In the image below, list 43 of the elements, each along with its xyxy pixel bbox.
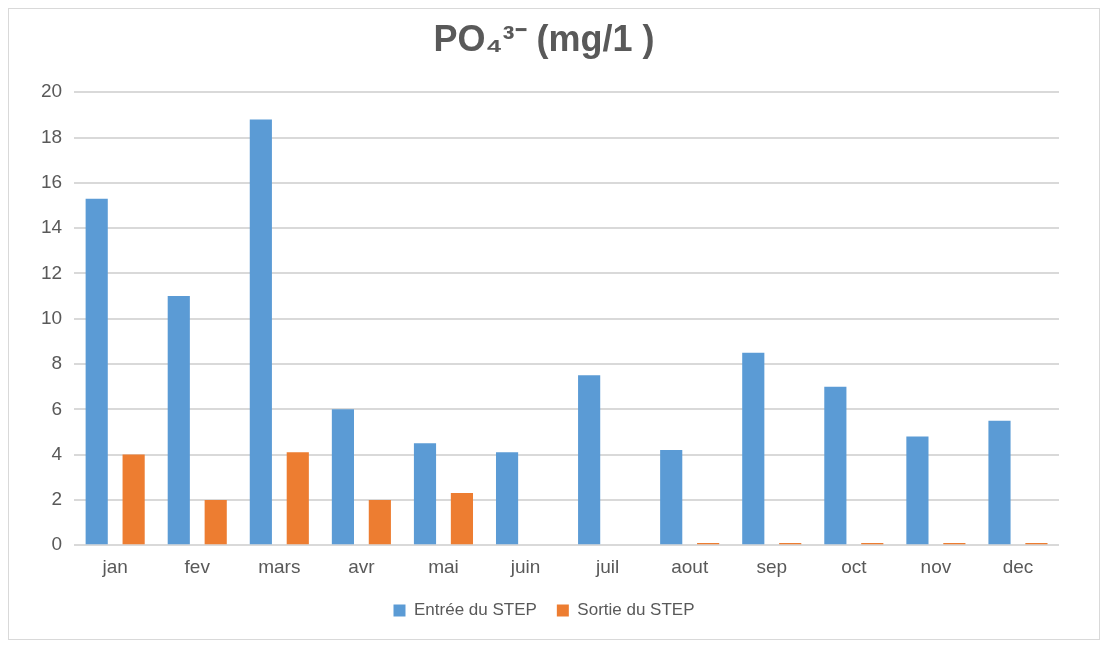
bar xyxy=(413,443,437,545)
x-tick-label: aout xyxy=(671,555,709,577)
y-tick-label: 0 xyxy=(51,533,63,555)
y-tick-label: 8 xyxy=(51,352,63,374)
y-tick-label: 2 xyxy=(51,488,63,510)
x-tick-label: juin xyxy=(509,555,541,577)
y-tick-label: 6 xyxy=(51,397,63,419)
bar xyxy=(578,375,601,545)
bar xyxy=(495,452,519,545)
bar xyxy=(906,436,929,545)
x-tick-label: mars xyxy=(258,555,301,577)
bar xyxy=(824,386,847,545)
bar xyxy=(660,450,683,545)
bar xyxy=(122,454,145,545)
bar xyxy=(204,499,227,545)
x-tick-label: fev xyxy=(184,555,211,577)
x-tick-label: nov xyxy=(920,555,952,577)
bar xyxy=(286,452,309,545)
bar xyxy=(988,420,1011,545)
bar xyxy=(742,352,765,545)
x-tick-label: jan xyxy=(101,555,128,577)
chart-title: PO₄³⁻ (mg/1 ) xyxy=(433,17,655,59)
x-tick-label: mai xyxy=(428,555,459,577)
x-tick-label: dec xyxy=(1002,555,1034,577)
bar xyxy=(331,409,354,545)
legend-label: Entrée du STEP xyxy=(414,600,537,620)
bar xyxy=(368,499,391,545)
x-tick-label: juil xyxy=(594,555,620,577)
x-tick-label: oct xyxy=(841,555,868,577)
y-tick-label: 18 xyxy=(40,125,63,147)
bar xyxy=(450,493,474,545)
y-tick-label: 12 xyxy=(40,261,63,283)
y-tick-label: 20 xyxy=(40,80,63,102)
bar xyxy=(85,198,108,545)
y-tick-label: 4 xyxy=(51,442,63,464)
legend-label: Sortie du STEP xyxy=(577,600,695,620)
x-tick-label: sep xyxy=(756,555,788,577)
x-tick-label: avr xyxy=(348,555,376,577)
bar xyxy=(167,296,190,545)
y-tick-label: 10 xyxy=(40,306,63,328)
y-tick-label: 16 xyxy=(40,171,63,193)
y-tick-label: 14 xyxy=(40,216,63,238)
bar xyxy=(249,119,272,545)
